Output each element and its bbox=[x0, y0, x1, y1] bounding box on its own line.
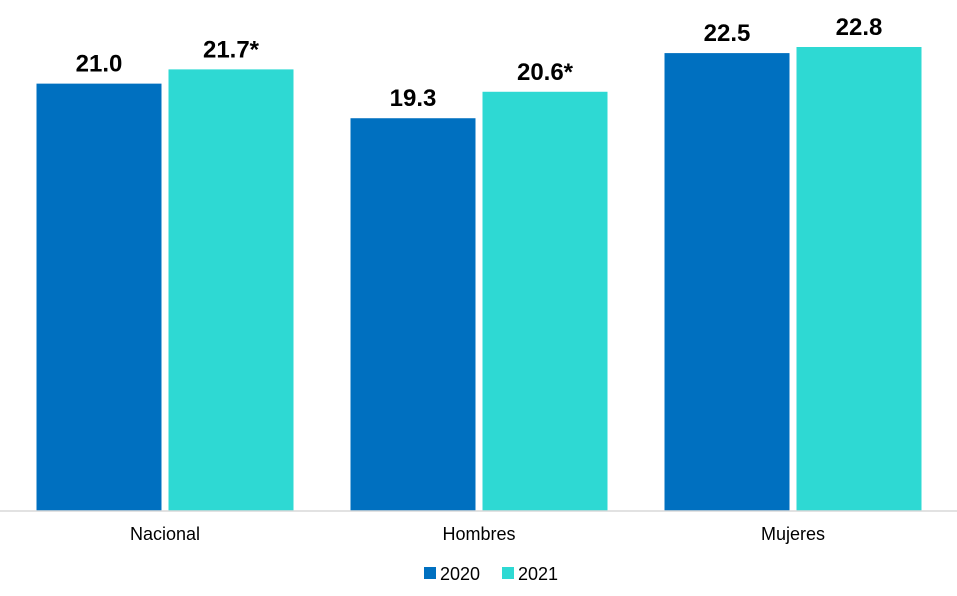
value-label-mujeres-2021: 22.8 bbox=[836, 14, 883, 41]
value-labels-layer: 21.0 21.7* 19.3 20.6* 22.5 22.8 bbox=[76, 14, 883, 112]
value-label-nacional-2020: 21.0 bbox=[76, 51, 123, 78]
value-label-nacional-2021: 21.7* bbox=[203, 36, 260, 63]
bar-hombres-2021 bbox=[482, 91, 608, 512]
category-labels-layer: Nacional Hombres Mujeres bbox=[130, 524, 825, 544]
bar-mujeres-2020 bbox=[664, 53, 790, 512]
legend: 2020 2021 bbox=[424, 564, 558, 584]
legend-label-2021: 2021 bbox=[518, 564, 558, 584]
bar-hombres-2020 bbox=[350, 118, 476, 511]
value-label-mujeres-2020: 22.5 bbox=[704, 20, 751, 47]
category-label-mujeres: Mujeres bbox=[761, 524, 825, 544]
legend-swatch-2021 bbox=[502, 567, 514, 579]
category-label-nacional: Nacional bbox=[130, 524, 200, 544]
value-label-hombres-2021: 20.6* bbox=[517, 59, 574, 86]
value-label-hombres-2020: 19.3 bbox=[390, 85, 437, 112]
bar-nacional-2020 bbox=[36, 83, 162, 511]
bar-nacional-2021 bbox=[168, 69, 294, 512]
legend-label-2020: 2020 bbox=[440, 564, 480, 584]
category-label-hombres: Hombres bbox=[442, 524, 515, 544]
bar-mujeres-2021 bbox=[796, 47, 922, 511]
legend-swatch-2020 bbox=[424, 567, 436, 579]
bars-layer bbox=[36, 47, 922, 512]
